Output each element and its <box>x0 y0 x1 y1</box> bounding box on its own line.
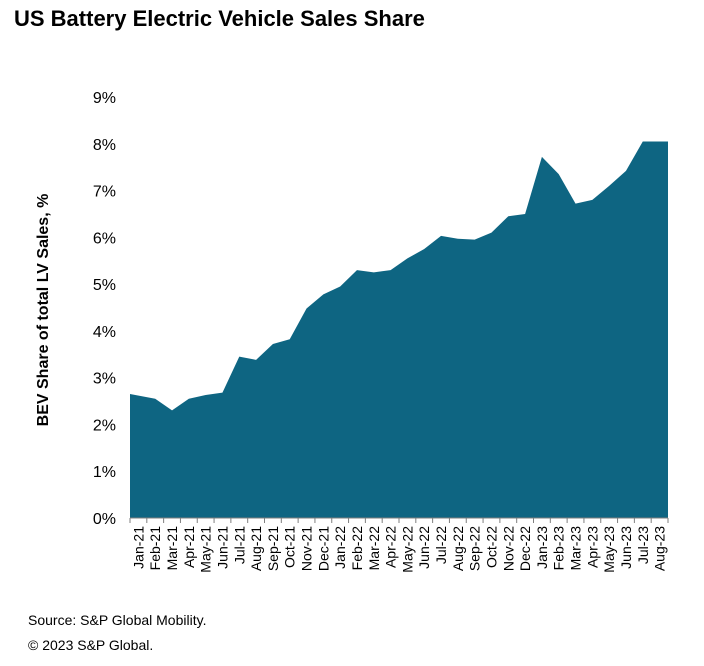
x-tick-label: May-21 <box>198 526 214 573</box>
x-tick-label: Apr-23 <box>584 526 600 568</box>
x-tick-label: Jan-22 <box>332 526 348 569</box>
x-tick-label: Mar-21 <box>164 526 180 571</box>
y-tick-labels: 0% 1% 2% 3% 4% 5% 6% 7% 8% 9% <box>93 90 116 528</box>
y-tick-label: 7% <box>93 184 116 201</box>
y-tick-label: 8% <box>93 137 116 154</box>
x-tick-label: Feb-23 <box>551 526 567 571</box>
x-tick-label: Dec-22 <box>517 526 533 571</box>
y-tick-label: 9% <box>93 90 116 107</box>
y-tick-label: 0% <box>93 511 116 528</box>
x-tick-label: Jun-22 <box>416 526 432 569</box>
x-tick-label: Jul-22 <box>433 526 449 564</box>
x-tick-label: Feb-22 <box>349 526 365 571</box>
x-tick-label: Jul-21 <box>231 526 247 564</box>
x-tick-label: Mar-22 <box>366 526 382 571</box>
x-tick-label: Nov-21 <box>299 526 315 571</box>
x-tick-label: Jun-21 <box>214 526 230 569</box>
x-tick-label: Oct-21 <box>282 526 298 568</box>
x-tick-label: Nov-22 <box>500 526 516 571</box>
x-tick-label: Aug-22 <box>450 526 466 571</box>
x-axis-ticks <box>129 518 669 523</box>
x-tick-label: May-22 <box>399 526 415 573</box>
y-tick-label: 3% <box>93 371 116 388</box>
x-tick-label: Mar-23 <box>568 526 584 571</box>
y-tick-label: 6% <box>93 230 116 247</box>
x-tick-label: Oct-22 <box>483 526 499 568</box>
x-tick-label: Aug-21 <box>248 526 264 571</box>
y-tick-label: 5% <box>93 277 116 294</box>
x-tick-label: Apr-22 <box>383 526 399 568</box>
y-tick-label: 4% <box>93 324 116 341</box>
x-tick-label: Aug-23 <box>652 526 668 571</box>
x-tick-label: Jan-21 <box>130 526 146 569</box>
copyright-note: © 2023 S&P Global. <box>28 637 154 653</box>
x-tick-labels: Jan-21 Feb-21 Mar-21 Apr-21 May-21 Jun-21 Jul-… <box>130 526 667 573</box>
x-tick-label: Apr-21 <box>181 526 197 568</box>
x-tick-label: May-23 <box>601 526 617 573</box>
bev-share-area <box>130 141 668 518</box>
y-axis-label: BEV Share of total LV Sales, % <box>35 194 52 427</box>
x-tick-label: Jan-23 <box>534 526 550 569</box>
x-tick-label: Dec-21 <box>315 526 331 571</box>
x-tick-label: Sep-22 <box>467 526 483 571</box>
x-tick-label: Jul-23 <box>635 526 651 564</box>
x-tick-label: Sep-21 <box>265 526 281 571</box>
y-tick-label: 2% <box>93 417 116 434</box>
chart-title: US Battery Electric Vehicle Sales Share <box>14 6 425 31</box>
source-note: Source: S&P Global Mobility. <box>28 612 207 628</box>
x-tick-label: Jun-23 <box>618 526 634 569</box>
x-tick-label: Feb-21 <box>147 526 163 571</box>
y-tick-label: 1% <box>93 464 116 481</box>
